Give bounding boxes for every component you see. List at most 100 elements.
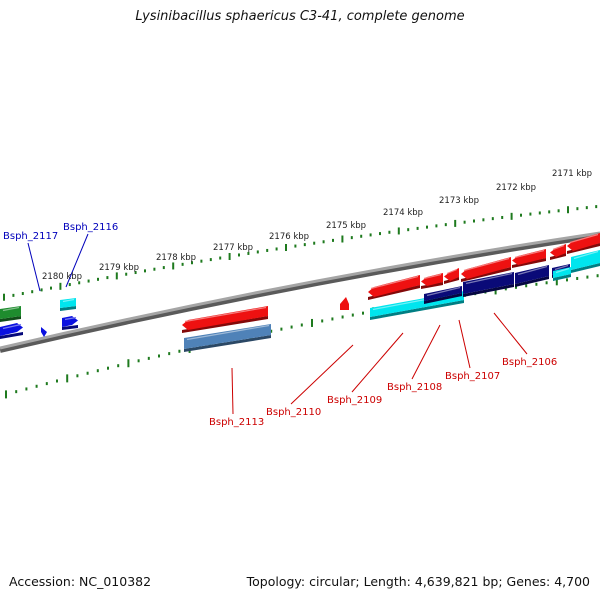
scale-tick xyxy=(525,284,528,288)
scale-tick xyxy=(444,223,447,227)
gene-body xyxy=(60,298,76,308)
gene-body xyxy=(444,268,459,281)
scale-tick xyxy=(68,283,71,287)
scale-tick xyxy=(510,212,513,220)
gene-label[interactable]: Bsph_2107 xyxy=(445,371,500,382)
scale-tick xyxy=(191,261,193,265)
scale-tick xyxy=(96,369,99,373)
gene-highlight xyxy=(184,306,267,323)
gene-feature xyxy=(567,233,600,254)
gene-shadow xyxy=(421,282,443,289)
scale-tick xyxy=(567,206,569,214)
gene-feature xyxy=(461,257,511,282)
genome-backbone-shadow xyxy=(0,232,600,353)
scale-tick xyxy=(535,282,538,286)
scale-tick xyxy=(107,366,109,370)
gene-shadow xyxy=(515,276,549,287)
leader-line xyxy=(27,242,41,292)
scale-label: 2173 kbp xyxy=(439,196,479,206)
scale-tick xyxy=(548,210,551,214)
scale-label: 2180 kbp xyxy=(42,272,82,282)
gene-highlight xyxy=(426,286,461,297)
scale-tick xyxy=(50,286,52,290)
gene-label[interactable]: Bsph_2109 xyxy=(327,395,382,406)
scale-tick xyxy=(5,390,7,399)
scale-tick xyxy=(504,287,507,291)
gene-highlight xyxy=(370,275,419,290)
scale-tick xyxy=(25,387,28,391)
gene-feature xyxy=(550,244,566,260)
gene-label[interactable]: Bsph_2106 xyxy=(502,357,557,368)
gene-shadow xyxy=(424,293,462,304)
scale-tick xyxy=(45,382,48,386)
scale-tick xyxy=(178,349,181,353)
scale-tick xyxy=(595,205,598,209)
gene-highlight xyxy=(186,324,270,341)
gene-body xyxy=(368,275,420,297)
scale-label: 2172 kbp xyxy=(496,183,536,193)
gene-body xyxy=(571,250,600,270)
scale-tick xyxy=(12,293,15,297)
gene-highlight xyxy=(2,306,20,312)
scale-tick xyxy=(228,252,231,260)
scale-tick xyxy=(341,315,344,319)
scale-tick xyxy=(529,212,532,216)
scale-tick xyxy=(313,241,316,245)
leader-line xyxy=(231,367,234,415)
scale-tick xyxy=(388,230,391,234)
gene-highlight xyxy=(552,244,565,251)
scale-tick xyxy=(426,225,428,229)
genome-backbone xyxy=(0,231,600,350)
gene-label[interactable]: Bsph_2117 xyxy=(3,231,58,242)
gene-shadow xyxy=(182,316,268,333)
gene-label[interactable]: Bsph_2108 xyxy=(387,382,442,393)
gene-shadow xyxy=(368,285,420,300)
scale-tick xyxy=(66,374,69,383)
gene-label[interactable]: Bsph_2113 xyxy=(209,417,264,428)
leader-line xyxy=(351,332,404,393)
scale-tick xyxy=(280,327,283,331)
gene-feature xyxy=(553,267,571,281)
scale-tick xyxy=(350,236,353,240)
leader-line xyxy=(290,344,354,405)
scale-tick xyxy=(31,290,34,294)
scale-label: 2174 kbp xyxy=(383,208,423,218)
gene-feature xyxy=(421,273,443,289)
gene-shadow xyxy=(184,335,271,352)
scale-tick xyxy=(209,258,212,262)
gene-highlight xyxy=(465,272,513,285)
scale-tick xyxy=(331,317,334,321)
scale-tick xyxy=(15,390,18,394)
gene-highlight xyxy=(573,250,599,260)
scale-tick xyxy=(435,224,438,228)
gene-label[interactable]: Bsph_2110 xyxy=(266,407,321,418)
gene-feature-small xyxy=(340,297,349,310)
scale-tick xyxy=(332,238,334,242)
scale-tick xyxy=(125,272,128,276)
gene-shadow xyxy=(571,263,600,273)
label-leaders xyxy=(27,233,528,415)
scale-tick xyxy=(407,228,410,232)
scale-tick xyxy=(137,359,140,363)
scale-tick xyxy=(290,325,293,329)
gene-feature xyxy=(184,324,271,352)
gene-feature xyxy=(368,275,420,300)
gene-body xyxy=(0,323,23,336)
gene-label[interactable]: Bsph_2116 xyxy=(63,222,118,233)
scale-tick xyxy=(300,323,303,327)
gene-shadow xyxy=(550,253,566,260)
scale-tick xyxy=(416,226,419,230)
gene-feature xyxy=(60,298,76,311)
gene-highlight xyxy=(555,267,570,274)
gene-highlight xyxy=(64,316,77,321)
scale-tick xyxy=(538,211,541,215)
gene-feature xyxy=(512,249,546,268)
scale-tick xyxy=(134,271,137,275)
scale-tick xyxy=(360,234,363,238)
scale-tick xyxy=(200,259,203,263)
gene-body xyxy=(461,257,511,279)
gene-body xyxy=(512,249,546,265)
gene-shadow xyxy=(567,243,600,254)
